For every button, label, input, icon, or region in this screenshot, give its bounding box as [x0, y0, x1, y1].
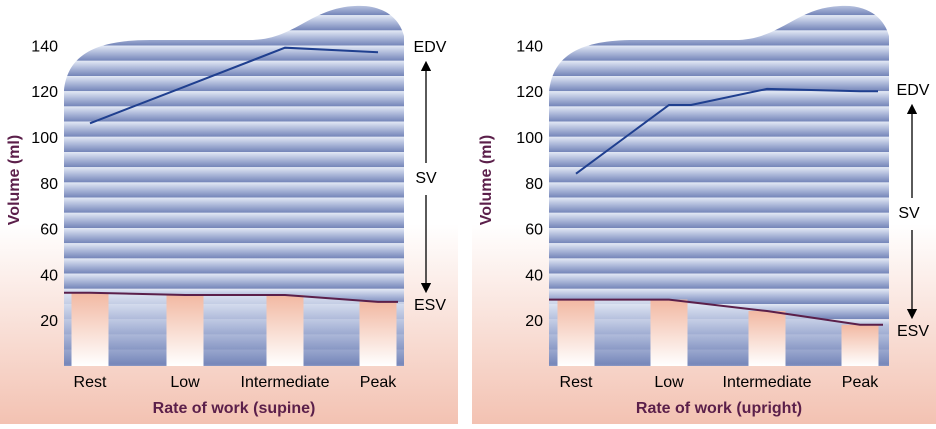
grid-band	[549, 137, 889, 152]
grid-band	[64, 0, 404, 15]
grid-band	[64, 122, 404, 137]
grid-band	[64, 198, 404, 213]
esv-bar	[360, 302, 397, 366]
grid-band	[549, 30, 889, 45]
grid-band	[549, 182, 889, 197]
grid-band	[549, 106, 889, 121]
grid-band	[549, 46, 889, 61]
esv-bar	[842, 325, 879, 366]
grid-band	[549, 274, 889, 289]
y-tick-label: 80	[525, 176, 543, 193]
grid-band	[64, 243, 404, 258]
y-tick-label: 140	[516, 38, 543, 55]
grid-band	[64, 91, 404, 106]
grid-band	[549, 167, 889, 182]
grid-band	[549, 213, 889, 228]
grid-band	[549, 15, 889, 30]
esv-bar	[267, 295, 304, 366]
x-axis-title: Rate of work (supine)	[153, 400, 316, 417]
grid-band	[64, 30, 404, 45]
grid-band	[64, 76, 404, 91]
y-tick-label: 100	[516, 130, 543, 147]
x-tick-label: Intermediate	[241, 374, 330, 391]
esv-bar	[651, 300, 688, 366]
x-tick-label: Rest	[74, 374, 107, 391]
grid-band	[64, 137, 404, 152]
grid-band	[549, 122, 889, 137]
grid-band	[549, 76, 889, 91]
x-tick-label: Intermediate	[723, 374, 812, 391]
grid-band	[64, 15, 404, 30]
esv-annotation: ESV	[414, 297, 446, 314]
esv-bar	[558, 300, 595, 366]
grid-band	[549, 228, 889, 243]
grid-band	[549, 198, 889, 213]
x-tick-label: Peak	[842, 374, 879, 391]
y-axis-title: Volume (ml)	[6, 135, 23, 225]
y-tick-label: 140	[31, 38, 58, 55]
edv-annotation: EDV	[897, 82, 930, 99]
y-tick-label: 40	[40, 267, 58, 284]
panel-divider	[459, 0, 471, 424]
esv-bar	[749, 311, 786, 366]
x-tick-label: Peak	[360, 374, 397, 391]
grid-band	[64, 274, 404, 289]
y-tick-label: 100	[31, 130, 58, 147]
y-tick-label: 60	[525, 222, 543, 239]
grid-band	[64, 167, 404, 182]
grid-band	[64, 46, 404, 61]
x-tick-label: Rest	[560, 374, 593, 391]
esv-area	[64, 293, 404, 366]
esv-bar	[167, 295, 204, 366]
grid-band	[64, 213, 404, 228]
panel-2: 20 40 60 80 100 120 140 Rest Low Intermediate Peak…	[472, 0, 936, 424]
grid-band	[64, 258, 404, 273]
x-axis-title: Rate of work (upright)	[636, 400, 802, 417]
edv-annotation: EDV	[414, 39, 447, 56]
grid-band	[64, 182, 404, 197]
grid-band	[549, 0, 889, 15]
esv-bar	[72, 293, 109, 366]
x-tick-label: Low	[170, 374, 200, 391]
panel-1: 20 40 60 80 100 120 140 Rest Low Intermediate Peak…	[0, 0, 458, 424]
grid-band	[549, 152, 889, 167]
y-tick-label: 20	[525, 313, 543, 330]
y-tick-label: 20	[40, 313, 58, 330]
y-axis-title: Volume (ml)	[478, 135, 495, 225]
y-tick-label: 60	[40, 222, 58, 239]
grid-band	[549, 243, 889, 258]
sv-annotation: SV	[415, 170, 437, 187]
grid-band	[549, 258, 889, 273]
grid-band	[64, 228, 404, 243]
grid-band	[64, 152, 404, 167]
y-tick-label: 120	[31, 84, 58, 101]
esv-annotation: ESV	[897, 323, 929, 340]
sv-annotation: SV	[898, 205, 920, 222]
y-tick-label: 40	[525, 267, 543, 284]
y-tick-label: 120	[516, 84, 543, 101]
x-tick-label: Low	[654, 374, 684, 391]
grid-band	[549, 61, 889, 76]
y-tick-label: 80	[40, 176, 58, 193]
